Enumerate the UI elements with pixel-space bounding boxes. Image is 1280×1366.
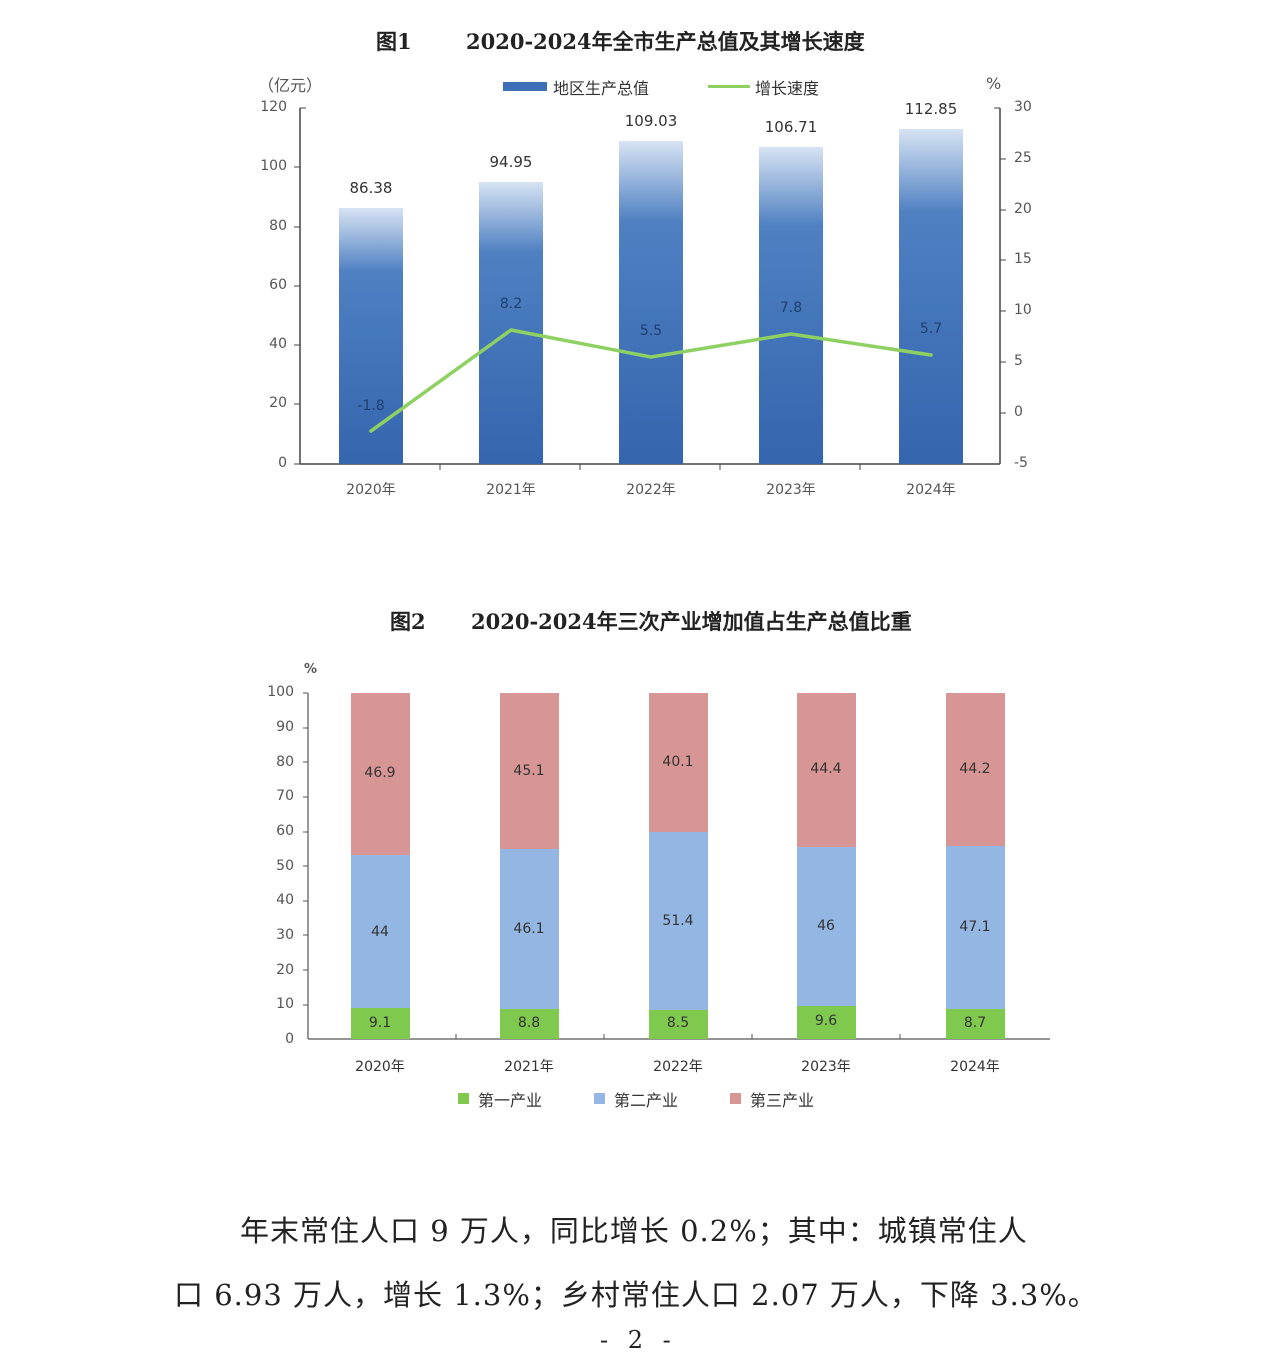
legend-line-swatch-icon xyxy=(708,85,750,88)
bar-value-label: 112.85 xyxy=(904,100,958,118)
legend-swatch-tertiary-icon xyxy=(730,1093,741,1104)
x-tick: 2021年 xyxy=(504,1059,554,1075)
y-tick-right: 10 xyxy=(1014,302,1032,318)
y-tick: 80 xyxy=(269,218,287,234)
y-tick: 20 xyxy=(276,962,294,978)
legend-label-tertiary: 第三产业 xyxy=(750,1091,815,1110)
segment-label: 51.4 xyxy=(662,913,694,929)
y-tick: 120 xyxy=(260,99,287,115)
legend-bar-swatch-icon xyxy=(503,82,547,91)
legend-label-secondary: 第二产业 xyxy=(614,1091,679,1110)
legend-label-gdp: 地区生产总值 xyxy=(553,79,650,98)
y-tick-right: 5 xyxy=(1014,353,1023,369)
x-tick: 2020年 xyxy=(346,482,396,498)
y-tick: 0 xyxy=(285,1031,294,1047)
y-tick-right: 0 xyxy=(1014,404,1023,420)
segment-label: 46.1 xyxy=(513,921,545,937)
chart1-title: 2020-2024年全市生产总值及其增长速度 xyxy=(466,29,865,54)
line-value-label: 5.5 xyxy=(639,323,663,339)
line-value-label: 7.8 xyxy=(779,300,803,316)
y-tick: 50 xyxy=(276,858,294,874)
bar-2022 xyxy=(619,141,683,464)
growth-line xyxy=(369,328,933,433)
chart1-left-axis-unit: （亿元） xyxy=(258,76,323,95)
y-tick: 60 xyxy=(276,823,294,839)
bar-value-label: 94.95 xyxy=(489,153,533,171)
chart2-plot xyxy=(303,692,1050,1040)
y-tick-right: 25 xyxy=(1014,150,1032,166)
chart1-fig-label: 图1 xyxy=(376,29,412,54)
y-tick-right: 15 xyxy=(1014,251,1032,267)
segment-label: 45.1 xyxy=(513,763,545,779)
segment-label: 47.1 xyxy=(959,919,991,935)
line-value-label: -1.8 xyxy=(357,398,385,414)
chart2-title: 2020-2024年三次产业增加值占生产总值比重 xyxy=(471,609,912,634)
y-tick-right: -5 xyxy=(1014,455,1028,471)
chart2-legend: 第一产业 第二产业 第三产业 xyxy=(458,1088,858,1112)
chart2-axis-unit: % xyxy=(304,662,318,677)
bar-2021 xyxy=(479,182,543,464)
y-tick: 90 xyxy=(276,719,294,735)
y-tick: 20 xyxy=(269,395,287,411)
y-tick: 30 xyxy=(276,927,294,943)
bar-2020 xyxy=(339,208,403,464)
line-value-label: 5.7 xyxy=(919,321,943,337)
segment-label: 46 xyxy=(817,918,835,934)
y-tick: 0 xyxy=(278,455,287,471)
segment-label: 8.7 xyxy=(963,1015,987,1031)
x-tick: 2023年 xyxy=(766,482,816,498)
bar-value-label: 106.71 xyxy=(764,118,818,136)
legend-swatch-primary-icon xyxy=(458,1093,469,1104)
y-tick: 10 xyxy=(276,996,294,1012)
y-tick-right: 30 xyxy=(1014,99,1032,115)
x-tick: 2024年 xyxy=(906,482,956,498)
segment-label: 9.6 xyxy=(814,1013,838,1029)
y-tick-right: 20 xyxy=(1014,201,1032,217)
legend-swatch-secondary-icon xyxy=(594,1093,605,1104)
y-tick: 100 xyxy=(260,158,287,174)
chart1-right-axis-unit: % xyxy=(986,74,1002,93)
x-tick: 2022年 xyxy=(626,482,676,498)
x-tick: 2020年 xyxy=(355,1059,405,1075)
y-tick: 100 xyxy=(267,684,294,700)
paragraph-line-2: 口 6.93 万人，增长 1.3%；乡村常住人口 2.07 万人，下降 3.3%… xyxy=(174,1278,1098,1312)
x-tick: 2021年 xyxy=(486,482,536,498)
y-tick: 60 xyxy=(269,277,287,293)
segment-label: 44.4 xyxy=(810,761,842,777)
bar-2024 xyxy=(899,129,963,464)
page-number: - 2 - xyxy=(600,1326,677,1354)
x-tick: 2023年 xyxy=(801,1059,851,1075)
paragraph-line-1: 年末常住人口 9 万人，同比增长 0.2%；其中：城镇常住人 xyxy=(240,1214,1028,1248)
legend-label-growth: 增长速度 xyxy=(755,79,820,98)
y-tick: 40 xyxy=(276,892,294,908)
segment-label: 40.1 xyxy=(662,754,694,770)
legend-label-primary: 第一产业 xyxy=(478,1091,543,1110)
segment-label: 44 xyxy=(371,924,389,940)
segment-label: 9.1 xyxy=(368,1015,392,1031)
bar-value-label: 86.38 xyxy=(349,179,393,197)
chart1-plot xyxy=(294,107,1006,470)
y-tick: 40 xyxy=(269,336,287,352)
segment-label: 8.5 xyxy=(666,1015,690,1031)
bar-value-label: 109.03 xyxy=(624,112,678,130)
chart2-fig-label: 图2 xyxy=(390,609,426,634)
segment-label: 8.8 xyxy=(517,1015,541,1031)
segment-label: 46.9 xyxy=(364,765,396,781)
line-value-label: 8.2 xyxy=(499,296,523,312)
x-tick: 2022年 xyxy=(653,1059,703,1075)
y-tick: 70 xyxy=(276,788,294,804)
segment-label: 44.2 xyxy=(959,761,991,777)
x-tick: 2024年 xyxy=(950,1059,1000,1075)
bar-2023 xyxy=(759,147,823,464)
y-tick: 80 xyxy=(276,754,294,770)
